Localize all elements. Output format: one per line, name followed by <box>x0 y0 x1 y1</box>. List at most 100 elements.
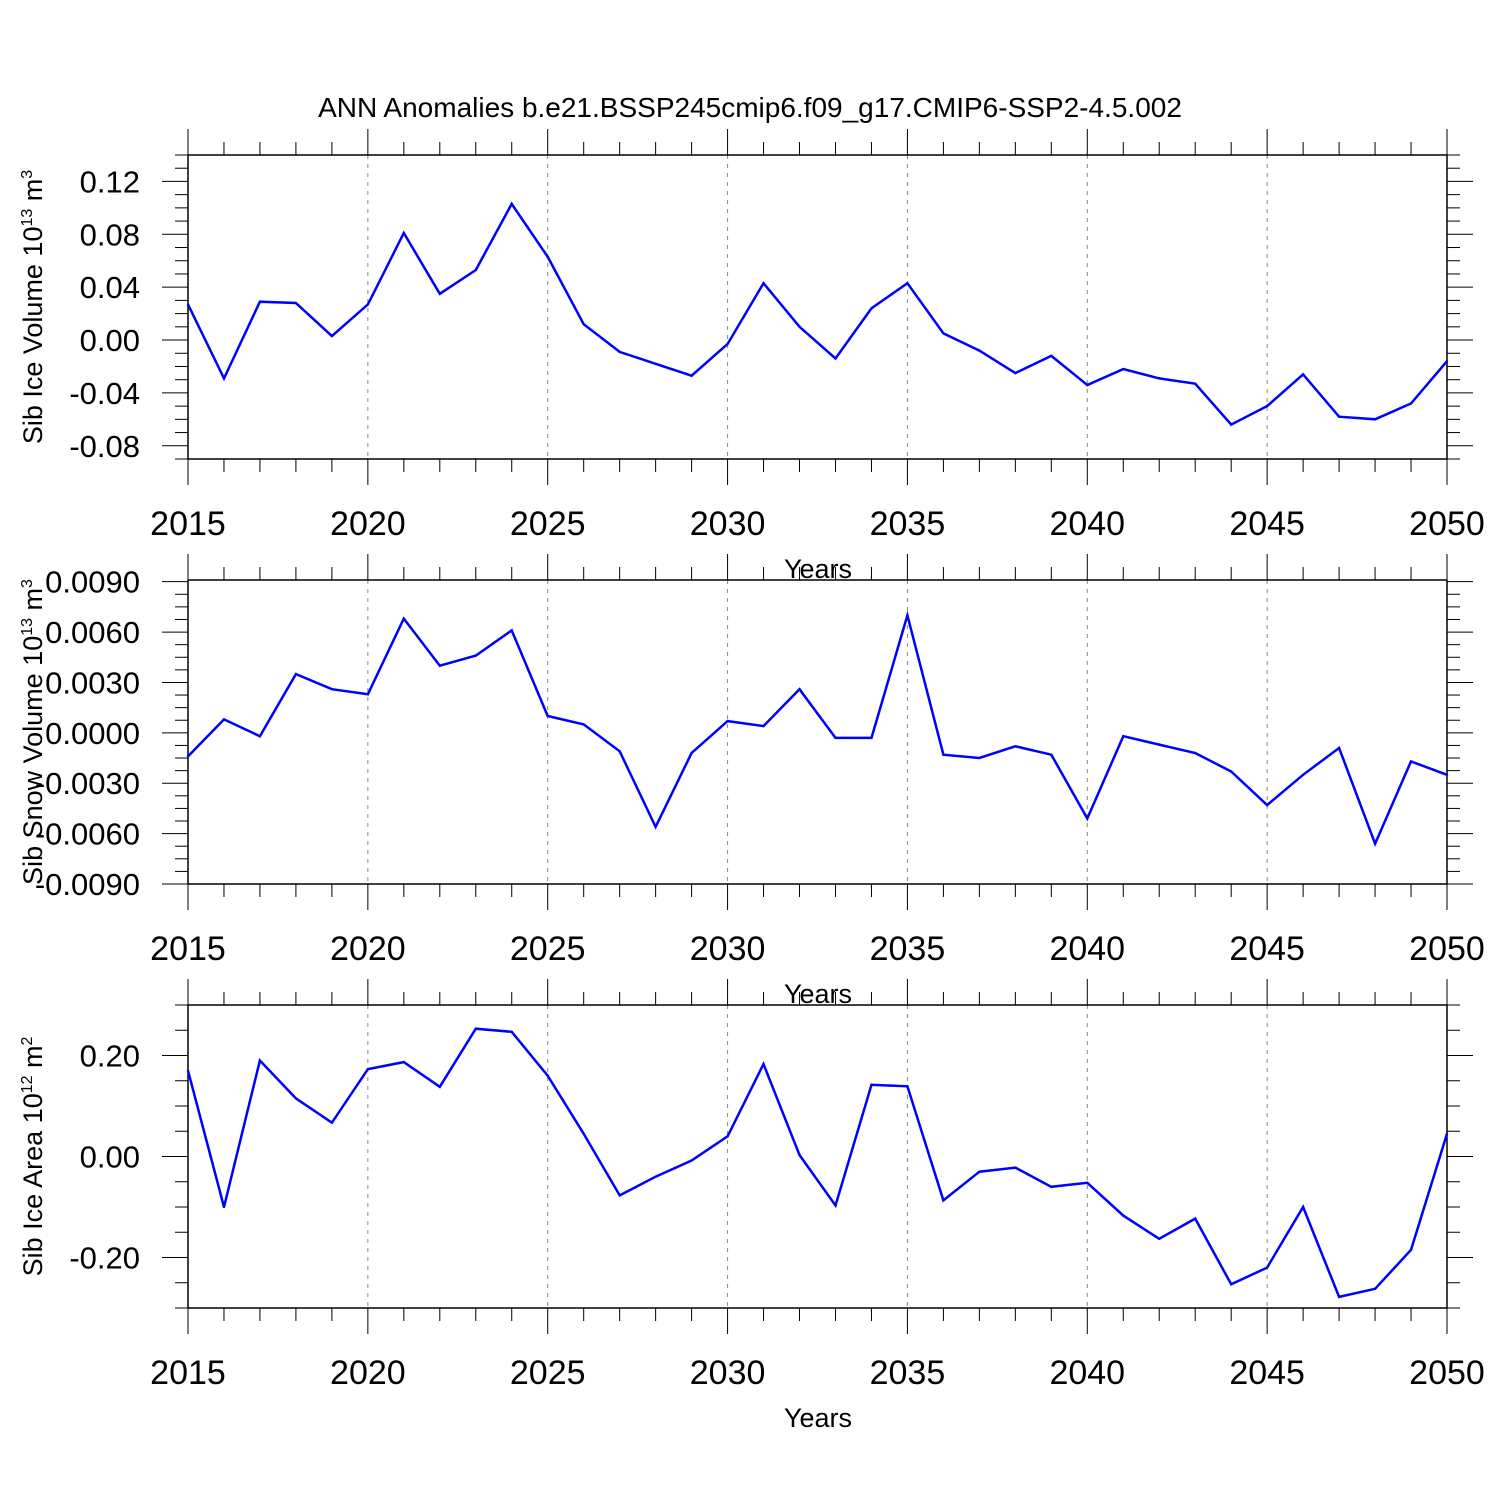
data-point <box>1409 1248 1413 1252</box>
data-point <box>222 718 226 721</box>
data-point <box>1301 1205 1305 1209</box>
data-point <box>366 303 370 306</box>
data-point <box>1122 1214 1125 1217</box>
data-point <box>618 1194 621 1197</box>
data-point <box>834 357 837 360</box>
data-point <box>1445 359 1449 363</box>
data-point <box>582 322 585 326</box>
x-tick-label: 2035 <box>870 505 946 543</box>
data-point <box>1158 743 1161 746</box>
data-point <box>1373 1287 1377 1291</box>
data-point <box>906 282 909 285</box>
data-point <box>1014 1166 1017 1169</box>
data-point <box>618 750 621 753</box>
data-point <box>546 255 549 258</box>
y-tick-label: -0.0060 <box>35 817 140 852</box>
data-point <box>258 300 262 303</box>
data-point <box>510 629 513 632</box>
data-point <box>1445 1132 1449 1135</box>
x-tick-label: 2025 <box>510 505 586 543</box>
data-point <box>1194 751 1197 755</box>
data-point <box>1265 1266 1269 1269</box>
y-axis-label: Sib Ice Volume 1013 m3 <box>18 170 48 444</box>
data-point <box>294 672 298 676</box>
data-point <box>1301 373 1305 376</box>
data-point <box>1050 753 1053 756</box>
data-point <box>906 614 909 617</box>
data-point <box>1229 1283 1233 1286</box>
data-point <box>726 719 729 723</box>
data-point <box>1337 415 1341 418</box>
chart-panel-2: 0.0090 0.0060 0.0030 0.0000 -0.0030 -0.0060 -0… <box>18 554 1485 1009</box>
data-point <box>1229 770 1233 773</box>
x-tick-label: 2035 <box>870 1354 946 1392</box>
y-tick-label: 0.00 <box>80 1140 140 1175</box>
x-tick-label: 2015 <box>150 505 226 543</box>
data-point <box>1050 1185 1053 1189</box>
y-tick-label: 0.12 <box>80 164 140 199</box>
data-point <box>474 268 477 272</box>
data-point <box>654 825 657 829</box>
data-point <box>186 303 190 306</box>
data-point <box>1373 842 1377 845</box>
y-tick-label: 0.0090 <box>45 565 140 600</box>
y-tick-label: 0.0030 <box>45 665 140 700</box>
y-tick-label: 0.04 <box>80 270 140 305</box>
data-point <box>1445 773 1449 777</box>
data-point <box>1158 377 1161 380</box>
series-line <box>186 1027 1449 1299</box>
data-point <box>366 693 370 696</box>
data-point <box>690 1159 693 1162</box>
data-point <box>438 1085 441 1089</box>
data-point <box>402 231 406 235</box>
x-tick-label: 2030 <box>690 930 766 968</box>
data-point <box>510 202 513 206</box>
y-tick-label: 0.20 <box>80 1039 140 1074</box>
x-tick-label: 2045 <box>1229 930 1305 968</box>
y-tick-label: -0.08 <box>69 429 140 464</box>
data-point <box>1050 354 1053 358</box>
data-point <box>798 325 801 329</box>
data-point <box>834 1204 837 1207</box>
data-point <box>1409 760 1413 763</box>
data-point <box>1086 383 1089 387</box>
y-tick-label: 0.08 <box>80 217 140 252</box>
data-point <box>510 1030 513 1033</box>
data-point <box>690 751 693 755</box>
data-point <box>258 734 262 738</box>
data-point <box>546 1074 549 1077</box>
data-point <box>402 617 406 620</box>
y-tick-label: 0.0060 <box>45 615 140 650</box>
x-axis-label: Years <box>784 554 852 584</box>
data-point <box>618 350 621 354</box>
data-point <box>1014 745 1017 748</box>
data-point <box>1265 404 1269 408</box>
data-point <box>978 349 981 352</box>
chart-title: ANN Anomalies b.e21.BSSP245cmip6.f09_g17… <box>318 92 1182 123</box>
data-point <box>978 1170 981 1173</box>
data-point <box>870 736 873 740</box>
data-point <box>1337 1295 1341 1299</box>
data-point <box>1086 817 1089 820</box>
x-tick-label: 2035 <box>870 930 946 968</box>
data-point <box>654 1175 657 1178</box>
data-point <box>1229 423 1233 426</box>
data-point <box>258 1059 262 1062</box>
x-tick-label: 2050 <box>1409 930 1485 968</box>
data-point <box>330 687 334 691</box>
y-tick-label: -0.0090 <box>35 867 140 902</box>
data-point <box>870 307 873 310</box>
y-tick-label: -0.0030 <box>35 766 140 801</box>
data-point <box>222 1205 226 1209</box>
data-point <box>402 1060 406 1064</box>
data-point <box>1301 773 1305 777</box>
x-tick-label: 2040 <box>1049 1354 1125 1392</box>
x-tick-label: 2015 <box>150 1354 226 1392</box>
data-point <box>798 687 801 691</box>
y-tick-label: -0.20 <box>69 1241 140 1276</box>
data-point <box>582 723 585 726</box>
data-point <box>978 756 981 760</box>
data-point <box>1194 382 1197 385</box>
y-tick-label: -0.04 <box>69 376 140 411</box>
